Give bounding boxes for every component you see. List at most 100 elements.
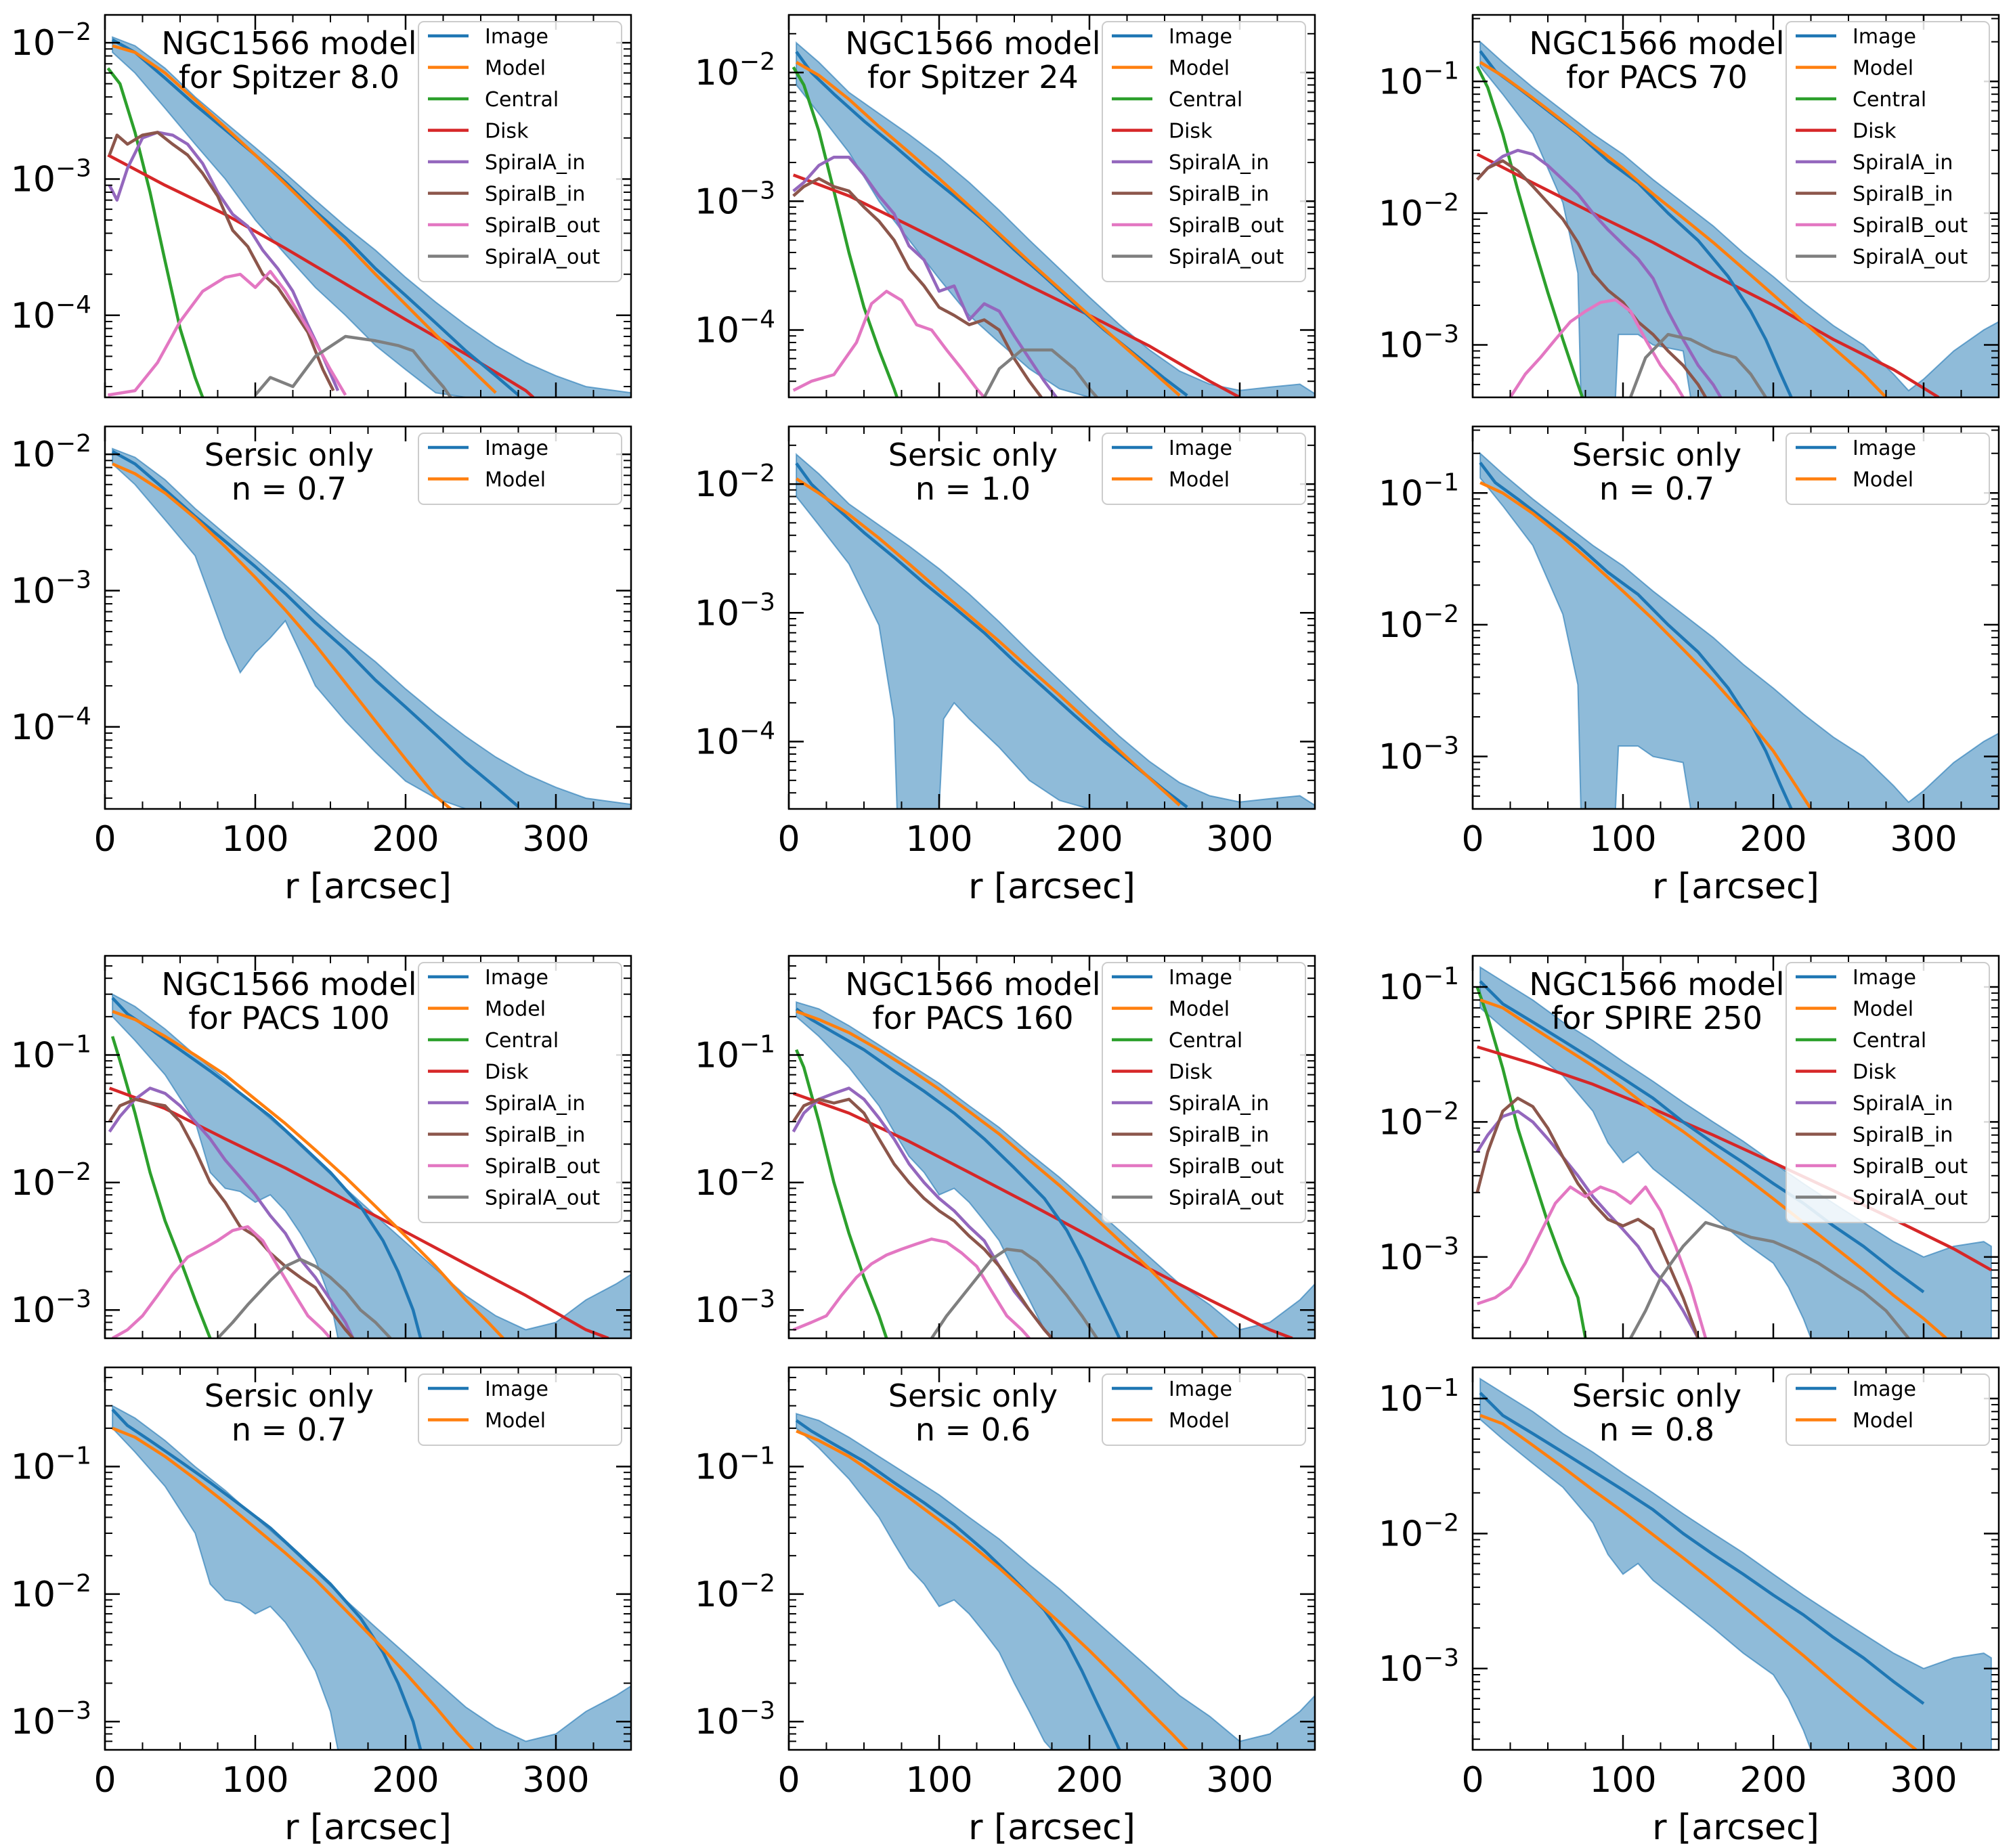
y-tick-exponent: −3 [739,1285,775,1313]
panel-title-line1: NGC1566 model [1529,25,1784,62]
series-line-spiralb-in [1475,1097,1700,1338]
legend-label: Disk [1853,1061,1897,1084]
legend-label: Model [1853,468,1913,492]
series-line-image [795,1419,1121,1750]
x-tick-label: 200 [1056,819,1123,860]
y-tick-label: 10−2 [11,18,91,64]
y-tick-label: 10−3 [695,588,775,634]
legend-label: Image [485,437,548,460]
legend-box [1102,1373,1306,1446]
series-line-model [1479,1413,1918,1750]
legend-label: SpiralA_in [1853,151,1953,175]
y-tick-base: 10 [1379,967,1423,1008]
series-line-spiralb-out [111,1225,332,1338]
y-tick-exponent: −3 [739,1697,775,1725]
y-tick-exponent: −2 [1423,1509,1459,1537]
legend-label: SpiralB_out [485,1155,600,1179]
panel-title-line2: n = 0.7 [232,470,347,507]
series-line-image [795,1007,1121,1338]
y-tick-exponent: −4 [739,718,775,745]
y-tick-base: 10 [695,464,739,505]
x-tick-label: 100 [221,1760,288,1801]
plot-area [112,447,631,809]
y-tick-label: 10−3 [1379,732,1459,778]
legend-label: SpiralB_in [1853,1124,1953,1147]
legend-label: SpiralB_in [485,1124,585,1147]
legend-box [418,962,622,1223]
x-axis-label: r [arcsec] [284,1807,452,1848]
image-uncertainty-band [112,993,631,1338]
y-tick-base: 10 [11,435,56,475]
y-tick-label: 10−1 [11,1443,91,1488]
legend-label: Disk [485,120,529,144]
y-tick-exponent: −4 [56,291,91,319]
series-line-disk [1477,1045,1993,1272]
x-tick-label: 200 [372,819,439,860]
y-tick-exponent: −1 [739,1031,775,1059]
panel-title-line2: n = 0.7 [1599,470,1714,507]
series-line-model [796,1430,1188,1750]
legend-label: SpiralA_out [1853,1187,1968,1210]
y-tick-base: 10 [1379,1379,1423,1420]
y-tick-base: 10 [1379,473,1423,514]
series-line-spirala-out [1629,1220,1910,1338]
y-tick-base: 10 [695,1447,739,1488]
series-line-disk [107,154,535,397]
y-tick-base: 10 [11,571,56,611]
legend-label: Image [1853,25,1916,49]
plot-area [792,1001,1315,1338]
panel-title-line2: n = 0.6 [915,1411,1031,1448]
legend-label: Central [1853,88,1926,112]
legend-label: Image [485,966,548,990]
series-line-spirala-out [1628,332,1767,397]
y-tick-exponent: −2 [739,1570,775,1598]
y-tick-label: 10−1 [1379,963,1459,1008]
plot-area [1479,452,1999,809]
series-line-spiralb-in [1476,159,1708,397]
y-tick-label: 10−2 [695,460,775,505]
x-axis-label: r [arcsec] [968,866,1135,907]
y-tick-exponent: −3 [739,588,775,616]
x-tick-label: 200 [1739,819,1806,860]
series-line-central [795,1049,888,1338]
y-tick-label: 10−2 [11,1158,91,1204]
series-line-spiralb-in [792,177,1043,397]
y-tick-exponent: −4 [739,306,775,334]
y-tick-label: 10−2 [1379,600,1459,646]
x-tick-label: 0 [1461,1760,1484,1801]
y-tick-label: 10−3 [1379,321,1459,366]
panel-title-line1: Sersic only [1572,1378,1741,1414]
y-tick-base: 10 [11,1702,56,1742]
y-tick-label: 10−1 [695,1031,775,1076]
x-tick-label: 300 [1206,1760,1273,1801]
series-line-spirala-out [930,1248,1098,1338]
legend-label: SpiralA_in [485,1092,585,1116]
legend-label: Central [485,1029,559,1053]
y-tick-label: 10−2 [1379,1509,1459,1554]
y-tick-base: 10 [11,296,56,336]
y-tick-exponent: −3 [1423,321,1459,349]
series-line-central [792,66,899,397]
y-tick-base: 10 [1379,1102,1423,1143]
legend-label: Disk [485,1061,529,1084]
x-axis-label: r [arcsec] [1652,1807,1819,1848]
legend-box [418,1373,622,1446]
legend-box [418,21,622,282]
series-line-central [110,1036,212,1338]
x-tick-label: 200 [1739,1760,1806,1801]
legend-label: Model [1853,998,1913,1021]
series-line-image [112,449,519,808]
legend-label: SpiralA_in [485,151,585,175]
y-tick-label: 10−2 [695,1570,775,1615]
y-tick-exponent: −1 [1423,963,1459,990]
series-line-spiralb-in [792,1097,1054,1338]
panel-title-line1: NGC1566 model [161,966,416,1003]
x-axis-label: r [arcsec] [284,866,452,907]
plot-area [795,1413,1315,1750]
panel-title-line1: NGC1566 model [845,25,1100,62]
image-uncertainty-band [796,1001,1315,1338]
y-tick-base: 10 [1379,326,1423,366]
